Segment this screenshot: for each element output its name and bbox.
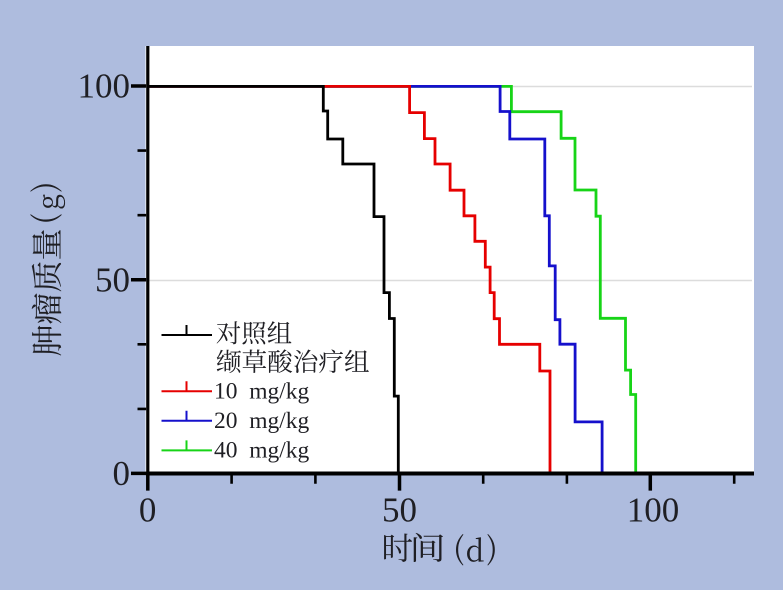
svg-text:10 mg/kg: 10 mg/kg <box>214 378 310 404</box>
svg-text:50: 50 <box>382 491 417 530</box>
svg-text:0: 0 <box>139 491 157 530</box>
svg-text:0: 0 <box>113 454 131 493</box>
svg-text:20 mg/kg: 20 mg/kg <box>214 408 310 434</box>
svg-text:40 mg/kg: 40 mg/kg <box>214 438 310 464</box>
svg-text:100: 100 <box>627 491 680 530</box>
svg-text:100: 100 <box>78 67 131 106</box>
svg-text:50: 50 <box>95 260 130 299</box>
